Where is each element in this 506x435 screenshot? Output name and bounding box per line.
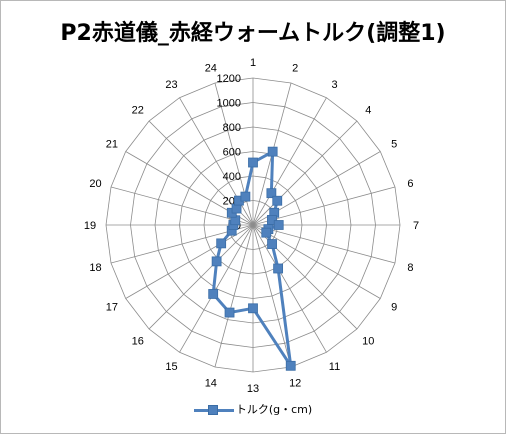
category-label: 7 [413,220,419,232]
category-label: 11 [329,361,340,373]
data-point [266,188,277,199]
category-label: 18 [89,262,101,274]
grid-spoke [252,224,327,353]
grid-spoke [252,224,292,368]
category-label: 20 [89,178,101,190]
data-point [224,307,235,318]
category-label: 23 [165,79,177,91]
data-point [267,239,277,249]
category-label: 15 [165,361,177,373]
data-point [272,195,283,206]
data-point [240,191,251,202]
category-label: 16 [132,335,144,347]
grid-spoke [252,97,327,226]
grid-spoke [252,224,396,264]
data-point [273,220,284,230]
data-point [248,157,258,168]
category-label: 3 [331,79,337,91]
legend: トルク(g・cm) [1,401,505,417]
grid-spoke [179,97,254,226]
legend-label: トルク(g・cm) [235,403,313,416]
data-point [216,238,227,249]
category-label: 6 [407,178,413,190]
category-label: 2 [292,63,298,75]
category-label: 24 [205,63,217,75]
axis-tick-label: 600 [223,147,241,159]
category-label: 22 [132,105,144,117]
axis-tick-label: 1200 [217,73,241,85]
axis-tick-label: 400 [223,171,241,183]
grid-spoke [214,224,254,368]
category-label: 17 [106,302,118,314]
category-label: 14 [205,377,217,389]
data-point [211,256,222,267]
category-label: 13 [247,383,259,395]
grid-spoke [110,186,254,226]
category-label: 21 [106,139,118,151]
axis-tick-label: 1000 [217,98,241,110]
grid-spoke [252,120,358,226]
grid-spoke [179,224,254,353]
data-point [273,263,284,274]
category-label: 1 [250,57,256,69]
data-point [267,146,278,157]
category-label: 4 [365,105,371,117]
category-label: 19 [84,220,96,232]
grid-spoke [125,224,254,299]
category-label: 12 [289,377,301,389]
grid-spoke [148,224,254,330]
data-point [208,289,219,299]
category-label: 5 [391,139,397,151]
axis-tick-label: 800 [223,122,241,134]
category-label: 8 [407,262,413,274]
grid-spoke [252,224,381,299]
data-point [261,227,272,238]
legend-swatch [193,405,234,415]
category-label: 9 [391,302,397,314]
data-point [248,303,258,314]
category-label: 10 [362,335,374,347]
data-point [285,360,296,371]
chart-title: P2赤道儀_赤経ウォームトルク(調整1) [60,21,446,46]
